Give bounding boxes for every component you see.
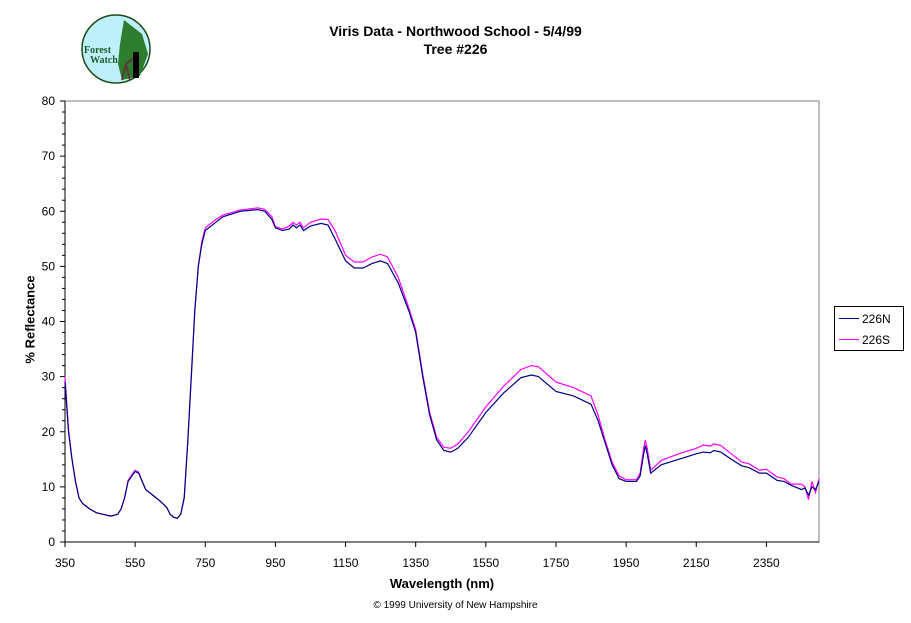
x-tick-label: 350 (55, 556, 75, 570)
x-tick-label: 2350 (753, 556, 780, 570)
x-axis-label: Wavelength (nm) (389, 576, 495, 591)
x-tick-label: 2150 (683, 556, 710, 570)
title-line: Viris Data - Northwood School - 5/4/99 (329, 23, 582, 39)
x-tick-label: 1350 (402, 556, 429, 570)
legend-item-226s: 226S (835, 330, 903, 349)
legend-swatch (839, 318, 859, 319)
y-tick-label: 60 (42, 204, 56, 218)
svg-text:Watch: Watch (90, 55, 118, 66)
chart-title: Viris Data - Northwood School - 5/4/99 T… (0, 22, 911, 58)
y-tick-label: 0 (48, 535, 55, 549)
x-tick-label: 1550 (472, 556, 499, 570)
series-line-226n (64, 208, 820, 519)
copyright: © 1999 University of New Hampshire (373, 600, 538, 611)
legend-label: 226N (862, 311, 891, 326)
x-tick-label: 1950 (613, 556, 640, 570)
y-tick-label: 30 (42, 370, 56, 384)
y-tick-label: 10 (42, 480, 56, 494)
x-tick-label: 950 (265, 556, 285, 570)
y-axis-label: % Reflectance (22, 275, 38, 364)
plot-frame (64, 100, 820, 543)
y-tick-label: 20 (42, 425, 56, 439)
y-tick-label: 40 (42, 315, 56, 329)
x-tick-label: 750 (195, 556, 215, 570)
series-line-226s (64, 207, 820, 519)
y-tick-label: 50 (42, 259, 56, 273)
svg-text:Forest: Forest (84, 45, 112, 56)
legend-item-226n: 226N (835, 309, 903, 328)
legend-swatch (839, 339, 859, 340)
y-tick-label: 70 (42, 149, 56, 163)
x-tick-label: 1150 (333, 556, 359, 570)
forest-watch-logo: Forest Watch (80, 14, 154, 91)
y-tick-label: 80 (42, 94, 56, 108)
legend-label: 226S (862, 332, 891, 347)
subtitle-line: Tree #226 (423, 41, 488, 57)
x-tick-label: 1750 (543, 556, 570, 570)
legend: 226N 226S (834, 306, 904, 351)
x-tick-label: 550 (125, 556, 145, 570)
